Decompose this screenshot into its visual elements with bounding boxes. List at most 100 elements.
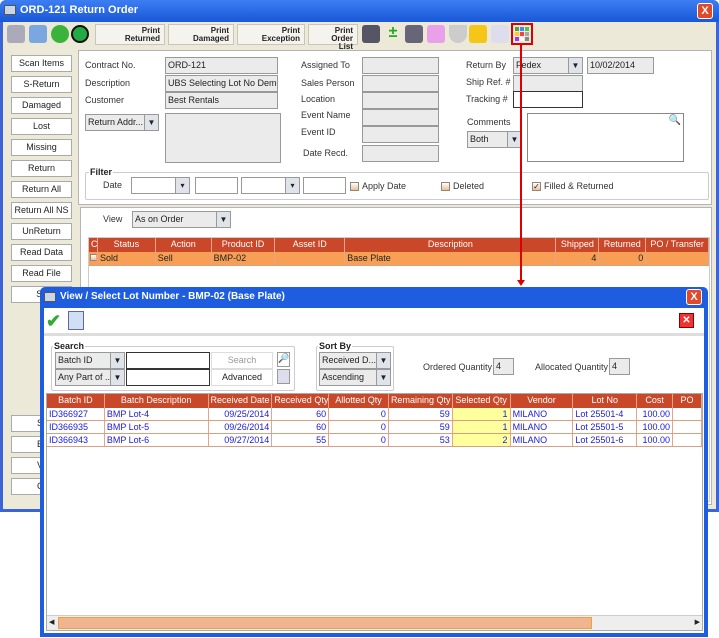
search-input-1[interactable] — [126, 352, 210, 369]
lot-col-header[interactable]: Batch Description — [105, 394, 209, 408]
document-view-icon[interactable] — [68, 311, 84, 330]
dialog-close-button[interactable]: X — [686, 289, 702, 305]
binoculars-icon[interactable] — [7, 25, 25, 43]
print-damaged-button[interactable]: Print Damaged — [168, 24, 234, 45]
advanced-button[interactable]: Advanced — [211, 369, 273, 386]
lot-col-header[interactable]: Allotted Qty — [329, 394, 389, 408]
order-col-header[interactable]: Product ID — [212, 238, 276, 252]
printer-icon[interactable] — [29, 25, 47, 43]
row-checkbox-cell[interactable] — [89, 252, 98, 265]
refresh-icon[interactable] — [51, 25, 69, 43]
comments-textarea[interactable]: 🔍 — [527, 113, 684, 162]
advanced-search-icon[interactable] — [277, 369, 290, 384]
left-button-s-return[interactable]: S-Return — [11, 76, 72, 93]
lot-row[interactable]: ID366935 BMP Lot-5 09/26/2014 60 0 59 1 MILANO L… — [47, 421, 702, 434]
left-button-return[interactable]: Return — [11, 160, 72, 177]
lot-row[interactable]: ID366927 BMP Lot-4 09/25/2014 60 0 59 1 MILANO L… — [47, 408, 702, 421]
description-field[interactable]: UBS Selecting Lot No Demo — [165, 75, 278, 92]
customer-field[interactable]: Best Rentals — [165, 92, 278, 109]
lot-col-header[interactable]: Batch ID — [47, 394, 105, 408]
cancel-x-icon[interactable]: ✕ — [679, 313, 694, 328]
date-to-dropdown[interactable]: ▾ — [241, 177, 300, 194]
magnifier-icon[interactable]: 🔍 — [668, 115, 681, 126]
return-by-dropdown[interactable]: Fedex ▼ — [513, 57, 583, 74]
apply-date-checkbox[interactable] — [350, 182, 359, 191]
left-button-unreturn[interactable]: UnReturn — [11, 223, 72, 240]
filled-returned-checkbox[interactable]: ✓ — [532, 182, 541, 191]
scrollbar-thumb[interactable] — [58, 617, 592, 629]
confirm-check-icon[interactable]: ✔ — [46, 311, 62, 331]
lot-row[interactable]: ID366943 BMP Lot-6 09/27/2014 55 0 53 2 MILANO L… — [47, 434, 702, 447]
lot-cell-sel[interactable]: 2 — [452, 434, 511, 446]
search-magnifier-icon[interactable]: 🔎 — [277, 352, 290, 367]
print-exception-button[interactable]: Print Exception — [237, 24, 305, 45]
lot-cell-sel[interactable]: 1 — [452, 408, 511, 420]
return-address-dropdown[interactable]: Return Addr... ▼ — [85, 114, 159, 131]
scroll-right-icon[interactable]: ▶ — [694, 619, 700, 626]
left-button-lost[interactable]: Lost — [11, 118, 72, 135]
order-col-header[interactable]: Returned — [599, 238, 647, 252]
lot-col-header[interactable]: Remaining Qty — [389, 394, 453, 408]
order-col-header[interactable]: Shipped — [556, 238, 600, 252]
lot-col-header[interactable]: Received Qty — [272, 394, 330, 408]
lot-cell-sel[interactable]: 1 — [452, 421, 511, 433]
scroll-left-icon[interactable]: ◀ — [49, 619, 55, 626]
left-button-return-all[interactable]: Return All — [11, 181, 72, 198]
date-from-dropdown[interactable]: ▾ — [131, 177, 190, 194]
edit-icon[interactable] — [491, 25, 509, 43]
print-order-list-button[interactable]: Print Order List — [308, 24, 358, 51]
schedule-icon[interactable] — [427, 25, 445, 43]
row-checkbox[interactable] — [90, 254, 97, 261]
time-from-field[interactable] — [195, 177, 238, 194]
event-name-field[interactable] — [362, 109, 439, 126]
order-col-header[interactable]: Description — [345, 238, 557, 252]
order-col-header[interactable]: Asset ID — [275, 238, 346, 252]
address-textarea[interactable] — [165, 113, 281, 163]
add-remove-icon[interactable]: ± — [388, 24, 398, 41]
window-close-button[interactable]: X — [697, 3, 713, 19]
search-match-dropdown[interactable]: Any Part of ... ▼ — [55, 369, 125, 386]
lot-select-button[interactable] — [511, 23, 533, 45]
search-button[interactable]: Search — [211, 352, 273, 369]
view-dropdown[interactable]: As on Order ▼ — [132, 211, 231, 228]
lot-col-header[interactable]: Received Date — [209, 394, 273, 408]
left-button-scan-items[interactable]: Scan Items — [11, 55, 72, 72]
left-button-damaged[interactable]: Damaged — [11, 97, 72, 114]
warning-icon[interactable] — [469, 25, 487, 43]
search-input-2[interactable] — [126, 369, 210, 386]
order-col-header[interactable]: Status — [98, 238, 156, 252]
location-field[interactable] — [362, 92, 439, 109]
left-button-missing[interactable]: Missing — [11, 139, 72, 156]
left-button-read-data[interactable]: Read Data — [11, 244, 72, 261]
date-recd-field[interactable] — [362, 145, 439, 162]
left-button-read-file[interactable]: Read File — [11, 265, 72, 282]
lot-col-header[interactable]: PO — [673, 394, 702, 408]
deleted-checkbox[interactable] — [441, 182, 450, 191]
tracking-field[interactable] — [513, 91, 583, 108]
lot-col-header[interactable]: Vendor — [511, 394, 574, 408]
return-date-field[interactable]: 10/02/2014 — [587, 57, 654, 74]
order-col-header[interactable]: PO / Transfer — [646, 238, 710, 252]
lot-col-header[interactable]: Cost — [637, 394, 674, 408]
comments-filter-dropdown[interactable]: Both ▼ — [467, 131, 522, 148]
table-row[interactable]: Sold Sell BMP-02 Base Plate 4 0 — [89, 252, 709, 266]
ship-ref-field[interactable] — [513, 75, 583, 92]
sort-order-dropdown[interactable]: Ascending ▼ — [319, 369, 391, 386]
horizontal-scrollbar[interactable]: ◀ ▶ — [47, 615, 702, 630]
order-col-header[interactable]: C — [89, 238, 98, 252]
order-col-header[interactable]: Action — [156, 238, 212, 252]
search-field-dropdown[interactable]: Batch ID ▼ — [55, 352, 125, 369]
contract-no-field[interactable]: ORD-121 — [165, 57, 278, 74]
sort-field-dropdown[interactable]: Received D... ▼ — [319, 352, 391, 369]
filter-icon[interactable] — [449, 25, 467, 43]
lot-col-header[interactable]: Lot No — [573, 394, 638, 408]
left-button-return-all-ns[interactable]: Return All NS — [11, 202, 72, 219]
sales-person-field[interactable] — [362, 75, 439, 92]
event-id-field[interactable] — [362, 126, 439, 143]
time-to-field[interactable] — [303, 177, 346, 194]
scanner-2-icon[interactable] — [405, 25, 423, 43]
print-returned-button[interactable]: Print Returned — [95, 24, 165, 45]
zoom-in-icon[interactable] — [71, 25, 89, 43]
assigned-to-field[interactable] — [362, 57, 439, 74]
scanner-icon[interactable] — [362, 25, 380, 43]
